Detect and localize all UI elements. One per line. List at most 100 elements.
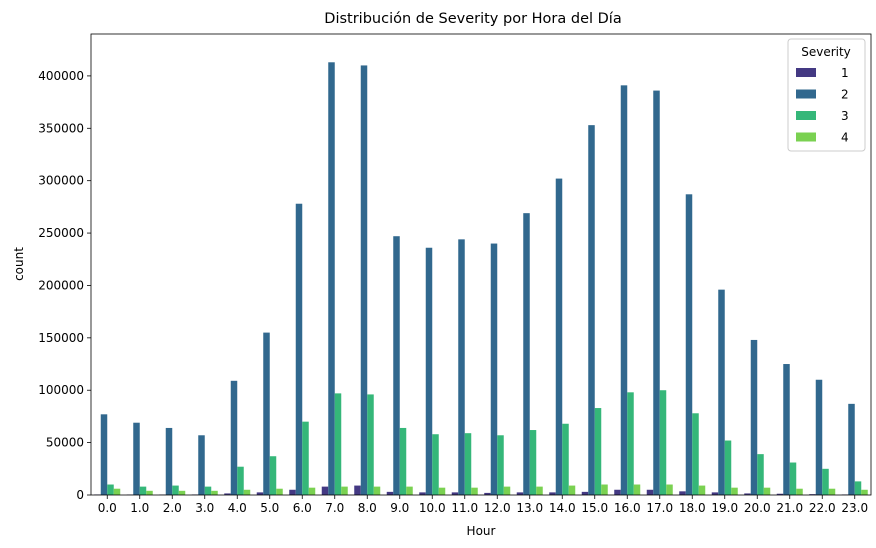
bar-hour-19.0-severity-1 bbox=[711, 492, 719, 495]
x-tick-label: 1.0 bbox=[130, 501, 149, 515]
bar-hour-14.0-severity-4 bbox=[568, 485, 576, 495]
x-tick-label: 3.0 bbox=[195, 501, 214, 515]
bar-hour-15.0-severity-2 bbox=[588, 125, 595, 496]
bar-hour-20.0-severity-2 bbox=[750, 339, 758, 495]
bar-hour-1.0-severity-3 bbox=[139, 486, 147, 495]
bar-hour-19.0-severity-4 bbox=[731, 487, 738, 495]
bar-hour-12.0-severity-1 bbox=[484, 492, 491, 495]
bar-hour-9.0-severity-2 bbox=[393, 236, 400, 495]
bar-hour-17.0-severity-4 bbox=[666, 484, 673, 495]
bar-hour-7.0-severity-3 bbox=[334, 393, 342, 495]
bar-hour-12.0-severity-3 bbox=[497, 435, 504, 495]
bar-hour-7.0-severity-4 bbox=[341, 486, 348, 495]
bar-hour-17.0-severity-2 bbox=[653, 90, 660, 495]
legend-label-3: 3 bbox=[841, 109, 849, 123]
bar-hour-0.0-severity-4 bbox=[113, 488, 121, 495]
bar-hour-10.0-severity-3 bbox=[432, 434, 439, 495]
bar-hour-21.0-severity-1 bbox=[776, 493, 784, 495]
legend-swatch-4 bbox=[796, 132, 816, 142]
bar-hour-8.0-severity-3 bbox=[367, 394, 374, 495]
y-tick-label: 200000 bbox=[38, 278, 84, 292]
x-tick-label: 14.0 bbox=[549, 501, 576, 515]
bar-hour-12.0-severity-4 bbox=[503, 486, 511, 495]
x-tick-label: 11.0 bbox=[451, 501, 478, 515]
bar-hour-11.0-severity-1 bbox=[451, 492, 459, 495]
x-tick-label: 21.0 bbox=[776, 501, 803, 515]
x-tick-label: 6.0 bbox=[293, 501, 312, 515]
bar-hour-13.0-severity-2 bbox=[523, 213, 530, 495]
bar-hour-5.0-severity-2 bbox=[263, 332, 270, 495]
bar-hour-23.0-severity-3 bbox=[854, 481, 862, 495]
x-tick-label: 15.0 bbox=[581, 501, 608, 515]
legend-label-2: 2 bbox=[841, 88, 849, 102]
x-tick-label: 23.0 bbox=[841, 501, 868, 515]
bar-hour-1.0-severity-4 bbox=[146, 490, 153, 495]
x-tick-label: 17.0 bbox=[646, 501, 673, 515]
x-tick-label: 16.0 bbox=[614, 501, 641, 515]
bar-hour-4.0-severity-4 bbox=[243, 489, 251, 495]
bar-hour-2.0-severity-2 bbox=[165, 427, 173, 495]
bar-hour-9.0-severity-4 bbox=[406, 486, 413, 495]
bar-hour-19.0-severity-3 bbox=[724, 440, 732, 495]
bar-hour-18.0-severity-2 bbox=[685, 194, 693, 496]
bar-hour-8.0-severity-2 bbox=[360, 65, 368, 496]
x-tick-label: 10.0 bbox=[419, 501, 446, 515]
y-tick-label: 300000 bbox=[38, 174, 84, 188]
legend-swatch-2 bbox=[796, 89, 816, 99]
chart-title: Distribución de Severity por Hora del Dí… bbox=[324, 11, 621, 27]
bar-hour-8.0-severity-4 bbox=[373, 486, 381, 495]
bar-hour-4.0-severity-2 bbox=[230, 380, 238, 495]
bar-hour-5.0-severity-4 bbox=[276, 488, 283, 495]
bar-hour-16.0-severity-4 bbox=[633, 484, 641, 495]
bar-hour-16.0-severity-2 bbox=[620, 85, 628, 495]
bar-hour-8.0-severity-1 bbox=[354, 485, 361, 495]
x-axis-label: Hour bbox=[467, 524, 496, 538]
bar-hour-5.0-severity-3 bbox=[269, 456, 277, 495]
y-tick-label: 50000 bbox=[46, 436, 84, 450]
plot-frame bbox=[90, 33, 872, 496]
bar-hour-9.0-severity-1 bbox=[386, 491, 394, 495]
bar-hour-0.0-severity-2 bbox=[100, 414, 108, 495]
bar-hour-17.0-severity-1 bbox=[646, 489, 654, 495]
bar-hour-10.0-severity-4 bbox=[438, 487, 446, 495]
bar-hour-18.0-severity-3 bbox=[692, 413, 699, 495]
bar-hour-21.0-severity-2 bbox=[783, 364, 790, 495]
bar-hour-18.0-severity-4 bbox=[698, 485, 706, 495]
bar-hour-15.0-severity-3 bbox=[594, 408, 602, 495]
bar-hour-23.0-severity-2 bbox=[848, 403, 855, 495]
x-tick-label: 5.0 bbox=[260, 501, 279, 515]
legend-swatch-3 bbox=[796, 111, 816, 120]
bar-hour-13.0-severity-1 bbox=[516, 492, 524, 495]
x-tick-label: 22.0 bbox=[809, 501, 836, 515]
bar-hour-6.0-severity-1 bbox=[289, 489, 296, 495]
y-axis-label: count bbox=[12, 247, 26, 281]
legend: Severity 1 2 3 4 bbox=[787, 38, 866, 152]
bar-hour-13.0-severity-3 bbox=[529, 430, 537, 495]
bar-hour-5.0-severity-1 bbox=[256, 492, 264, 495]
y-tick-label: 350000 bbox=[38, 121, 84, 135]
legend-box bbox=[787, 38, 866, 152]
bar-hour-3.0-severity-2 bbox=[198, 435, 205, 495]
bar-hour-6.0-severity-2 bbox=[295, 203, 303, 496]
bar-hour-2.0-severity-3 bbox=[172, 485, 179, 495]
y-tick-label: 100000 bbox=[38, 383, 84, 397]
bar-hour-20.0-severity-3 bbox=[757, 454, 764, 495]
bar-hour-6.0-severity-3 bbox=[302, 421, 309, 495]
bar-hour-3.0-severity-4 bbox=[211, 490, 218, 495]
x-ticks: 0.0 1.0 2.0 3.0 4.0 5.0 6.0 7.0 8.0 9.0 10.0 11.0 12… bbox=[98, 495, 868, 515]
bar-hour-20.0-severity-1 bbox=[744, 493, 751, 495]
bar-hour-22.0-severity-4 bbox=[828, 488, 836, 495]
x-tick-label: 0.0 bbox=[98, 501, 117, 515]
x-tick-label: 9.0 bbox=[390, 501, 409, 515]
x-tick-label: 8.0 bbox=[358, 501, 377, 515]
bar-hour-13.0-severity-4 bbox=[536, 486, 543, 495]
x-tick-label: 20.0 bbox=[744, 501, 771, 515]
legend-title: Severity bbox=[801, 45, 851, 59]
bar-hour-18.0-severity-1 bbox=[679, 491, 686, 495]
bar-hour-9.0-severity-3 bbox=[399, 427, 407, 495]
bar-hour-17.0-severity-3 bbox=[659, 390, 667, 495]
bar-hour-1.0-severity-2 bbox=[133, 422, 140, 495]
bar-hour-4.0-severity-1 bbox=[224, 493, 231, 495]
bar-hour-3.0-severity-3 bbox=[204, 486, 212, 495]
